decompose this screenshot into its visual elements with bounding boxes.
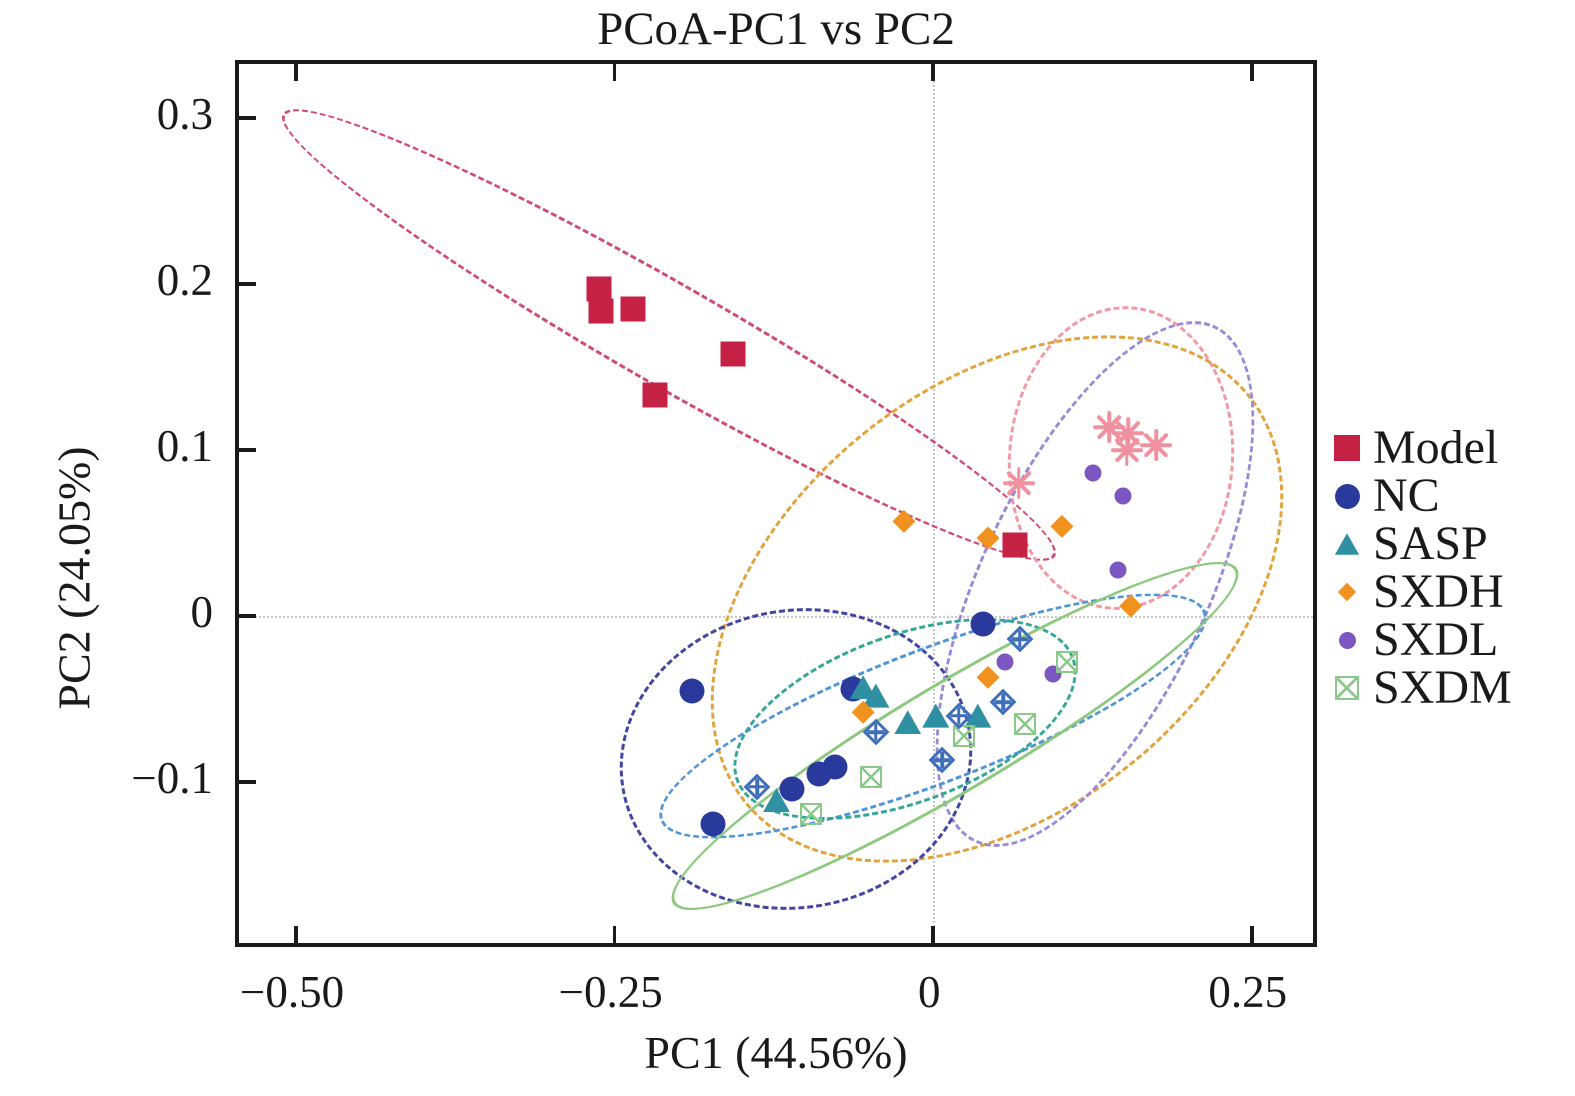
x-tick [931,926,935,943]
SXDL-point [1109,561,1127,578]
unlabeled-pink-asterisk-point [1111,416,1145,450]
unlabeled-pink-asterisk-point [1110,433,1144,467]
legend-item-nc: NC [1328,472,1512,520]
y-tick [239,116,256,120]
x-tick [931,64,935,81]
x-axis-label: PC1 (44.56%) [644,1027,908,1078]
legend-label-sxdl: SXDL [1373,613,1499,666]
legend-item-sxdm: SXDM [1328,664,1512,712]
x-tick [1250,926,1254,943]
dot-marker-icon [1338,631,1356,649]
x-tick [1250,64,1254,81]
diamond-marker-icon [1337,582,1357,602]
SXDM-point [859,766,882,789]
Model-point [720,341,746,367]
unlabeled-pink-asterisk-point [1092,410,1126,444]
chart-title: PCoA-PC1 vs PC2 [597,3,955,55]
x-tick [612,926,617,943]
x-tick [294,64,298,81]
unlabeled-blue-cross-diamond-point [742,772,772,802]
Model-point [588,298,614,324]
y-tick-label: 0.1 [156,420,213,471]
Model-point [586,276,612,302]
NC-point [779,776,805,802]
legend: Model NC SASP SXDH SXDL SXDM [1328,424,1512,712]
legend-label-sasp: SASP [1373,517,1488,570]
SXDM-point [799,802,822,825]
SXDH-point [892,509,916,533]
Model-point [620,296,645,322]
legend-item-sxdl: SXDL [1328,616,1512,664]
x-tick [612,64,617,81]
zero-gridline-x [933,64,936,943]
y-axis-label: PC2 (24.05%) [48,446,100,710]
x-tick-label: 0 [917,967,941,1017]
unlabeled-blue-cross-diamond-point [1005,624,1035,654]
x-tick-label: −0.50 [240,967,345,1017]
y-tick-label: −0.1 [131,753,213,803]
unlabeled-pink-asterisk-point [1002,466,1036,500]
Model-point [642,382,668,408]
legend-label-sxdh: SXDH [1373,565,1504,618]
xsquare-marker-icon [1334,675,1360,701]
SXDL-point [1114,487,1132,505]
unlabeled-blue-cross-diamond-point [944,701,974,731]
SXDH-point [1050,514,1074,538]
SXDH-point [851,700,875,724]
NC-point [822,754,848,780]
unlabeled-pink-asterisk-point [1139,428,1173,462]
y-tick [239,448,256,452]
square-marker-icon [1333,434,1361,462]
y-tick [239,614,256,618]
NC-point [679,678,705,704]
legend-label-nc: NC [1373,469,1440,522]
y-tick-label: 0 [190,586,214,637]
x-tick-label: 0.25 [1208,967,1288,1017]
y-tick-label: 0.3 [156,88,213,139]
SXDL-point [996,653,1014,671]
SXDH-point [1119,594,1143,618]
unlabeled-blue-cross-diamond-point [861,717,891,747]
SXDL-point [1084,464,1102,482]
SXDH-point [976,526,1000,550]
y-tick-label: 0.2 [156,254,213,305]
zero-gridline-y [239,615,1313,618]
x-tick [294,926,298,943]
triangle-marker-icon [1334,533,1360,555]
legend-item-sasp: SASP [1328,520,1512,568]
y-tick [239,282,256,286]
SXDM-point [1056,651,1079,674]
circle-marker-icon [1334,483,1360,509]
SXDM-point [952,724,975,747]
plot-area [235,60,1385,971]
legend-label-model: Model [1373,421,1499,474]
NC-point [700,811,726,836]
Model-point [1002,532,1028,558]
y-tick [239,780,256,784]
x-tick-label: −0.25 [558,967,663,1017]
SXDH-point [976,665,1000,689]
NC-point [970,611,996,637]
unlabeled-blue-cross-diamond-point [927,745,957,775]
legend-label-sxdm: SXDM [1373,661,1512,714]
legend-item-sxdh: SXDH [1328,568,1512,616]
SXDM-point [1013,712,1036,735]
unlabeled-blue-cross-diamond-point [988,687,1018,717]
legend-item-model: Model [1328,424,1512,472]
